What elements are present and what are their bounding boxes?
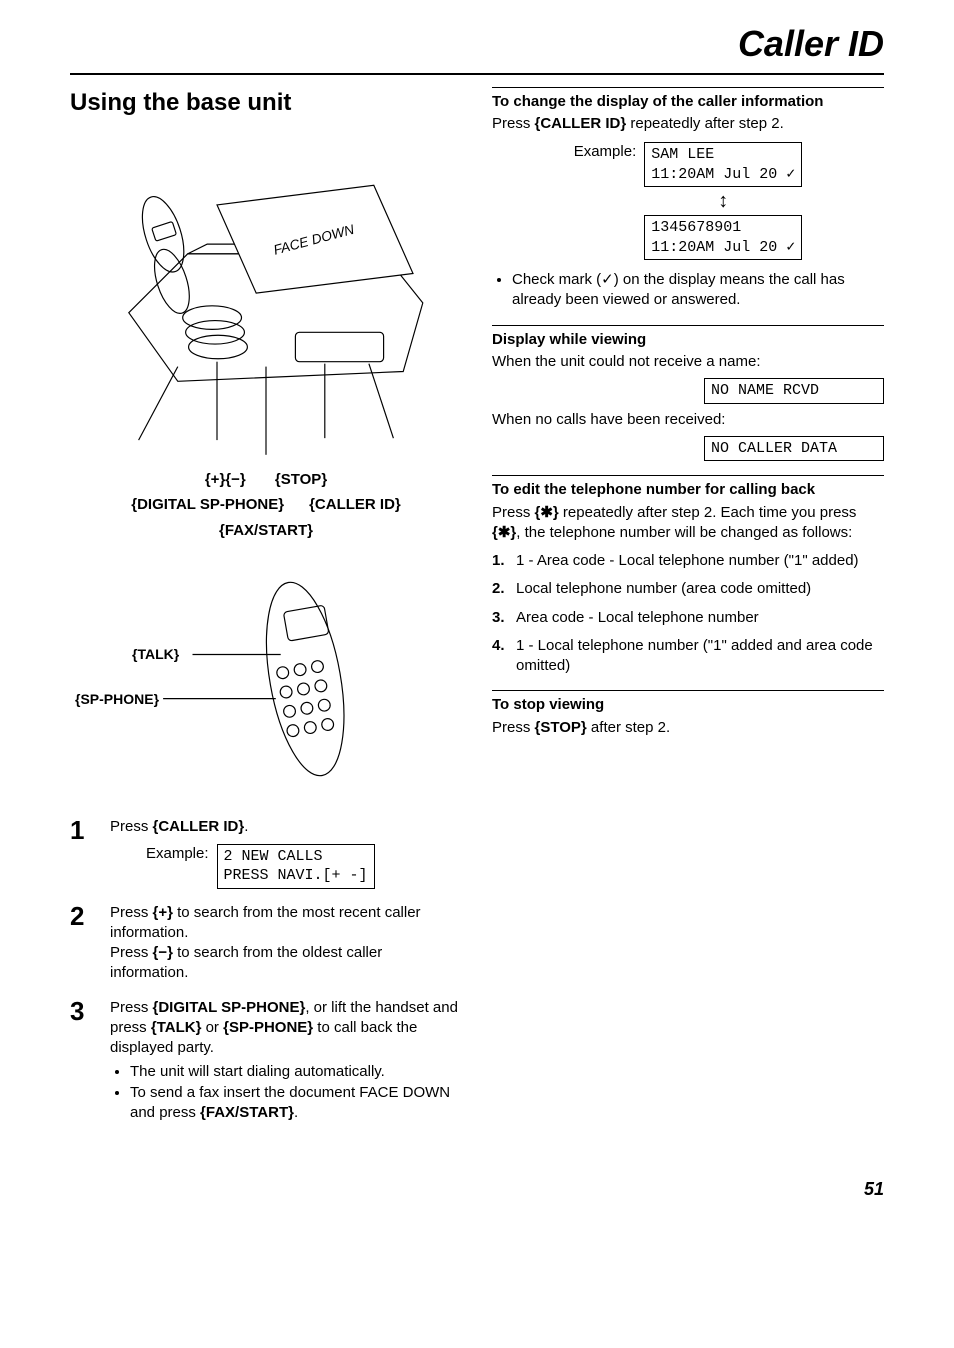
divider <box>492 690 884 691</box>
label-caller-id: {CALLER ID} <box>309 496 401 513</box>
lcd-number-display: 1345678901 11:20AM Jul 20 ✓ <box>644 215 802 260</box>
label-digital-sp: {DIGITAL SP-PHONE} <box>131 496 284 513</box>
step-1-key: {CALLER ID} <box>153 818 245 835</box>
up-down-arrow-icon: ↕ <box>718 191 728 211</box>
label-talk: {TALK} <box>132 645 179 664</box>
change-key: {CALLER ID} <box>535 115 627 132</box>
step-2: Press {+} to search from the most recent… <box>70 903 462 984</box>
stop-post: after step 2. <box>587 719 670 736</box>
fax-base-illustration: FACE DOWN <box>70 133 462 463</box>
edit-option-3: Area code - Local telephone number <box>492 608 884 628</box>
lcd-no-caller-data: NO CALLER DATA <box>704 436 884 462</box>
step-3-or: or <box>201 1019 223 1036</box>
change-post: repeatedly after step 2. <box>626 115 784 132</box>
step-2b-pre: Press <box>110 944 153 961</box>
checkmark-note: Check mark (✓) on the display means the … <box>512 270 884 311</box>
label-sp-phone: {SP-PHONE} <box>75 690 159 709</box>
step-3-key3: {SP-PHONE} <box>223 1019 313 1036</box>
label-stop: {STOP} <box>275 471 327 488</box>
page-number: 51 <box>70 1177 884 1201</box>
handset-figure: {TALK} {SP-PHONE} <box>70 559 462 799</box>
edit-number-instruction: Press {✱} repeatedly after step 2. Each … <box>492 503 884 544</box>
edit-key2: {✱} <box>492 524 516 541</box>
left-column: Using the base unit FACE DOWN <box>70 87 462 1138</box>
edit-option-1: 1 - Area code - Local telephone number (… <box>492 551 884 571</box>
step-3: Press {DIGITAL SP-PHONE}, or lift the ha… <box>70 998 462 1124</box>
right-column: To change the display of the caller info… <box>492 87 884 1138</box>
label-plus-minus: {+}{−} <box>205 471 246 488</box>
page-title: Caller ID <box>70 20 884 69</box>
lcd-no-name: NO NAME RCVD <box>704 378 884 404</box>
step-1-lcd: 2 NEW CALLS PRESS NAVI.[+ -] <box>217 844 375 889</box>
stop-key: {STOP} <box>535 719 587 736</box>
step-1-example-label: Example: <box>146 844 209 864</box>
edit-number-heading: To edit the telephone number for calling… <box>492 480 884 500</box>
stop-viewing-instruction: Press {STOP} after step 2. <box>492 718 884 738</box>
main-steps: Press {CALLER ID}. Example: 2 NEW CALLS … <box>70 817 462 1123</box>
divider <box>492 325 884 326</box>
base-unit-labels: {+}{−} {STOP} {DIGITAL SP-PHONE} {CALLER… <box>70 467 462 544</box>
step-2b-key: {−} <box>153 944 173 961</box>
step-1: Press {CALLER ID}. Example: 2 NEW CALLS … <box>70 817 462 888</box>
label-fax-start: {FAX/START} <box>219 522 313 539</box>
step-3-pre: Press <box>110 999 153 1016</box>
edit-post: , the telephone number will be changed a… <box>516 524 852 541</box>
change-example-label: Example: <box>574 142 637 162</box>
change-display-heading: To change the display of the caller info… <box>492 92 884 112</box>
step-3-bullet-1: The unit will start dialing automaticall… <box>130 1062 462 1082</box>
stop-viewing-heading: To stop viewing <box>492 695 884 715</box>
edit-option-2: Local telephone number (area code omitte… <box>492 579 884 599</box>
base-unit-figure: FACE DOWN <box>70 133 462 463</box>
handset-illustration <box>70 559 462 799</box>
step-2a-key: {+} <box>153 904 173 921</box>
step-3-key2: {TALK} <box>151 1019 202 1036</box>
change-pre: Press <box>492 115 535 132</box>
no-calls-text: When no calls have been received: <box>492 410 884 430</box>
edit-option-4: 1 - Local telephone number ("1" added an… <box>492 636 884 677</box>
edit-pre: Press <box>492 504 535 521</box>
step-1-text-pre: Press <box>110 818 153 835</box>
no-name-text: When the unit could not receive a name: <box>492 352 884 372</box>
step-3-b2-post: . <box>294 1104 298 1121</box>
edit-key1: {✱} <box>535 504 559 521</box>
header-divider <box>70 73 884 75</box>
lcd-name-display: SAM LEE 11:20AM Jul 20 ✓ <box>644 142 802 187</box>
step-3-b2-key: {FAX/START} <box>200 1104 294 1121</box>
display-viewing-heading: Display while viewing <box>492 330 884 350</box>
step-1-text-post: . <box>244 818 248 835</box>
step-3-key1: {DIGITAL SP-PHONE} <box>153 999 306 1016</box>
change-display-instruction: Press {CALLER ID} repeatedly after step … <box>492 114 884 134</box>
step-2a-pre: Press <box>110 904 153 921</box>
step-3-bullet-2: To send a fax insert the document FACE D… <box>130 1083 462 1124</box>
divider <box>492 475 884 476</box>
section-heading: Using the base unit <box>70 87 462 119</box>
divider <box>492 87 884 88</box>
edit-mid: repeatedly after step 2. Each time you p… <box>559 504 857 521</box>
stop-pre: Press <box>492 719 535 736</box>
